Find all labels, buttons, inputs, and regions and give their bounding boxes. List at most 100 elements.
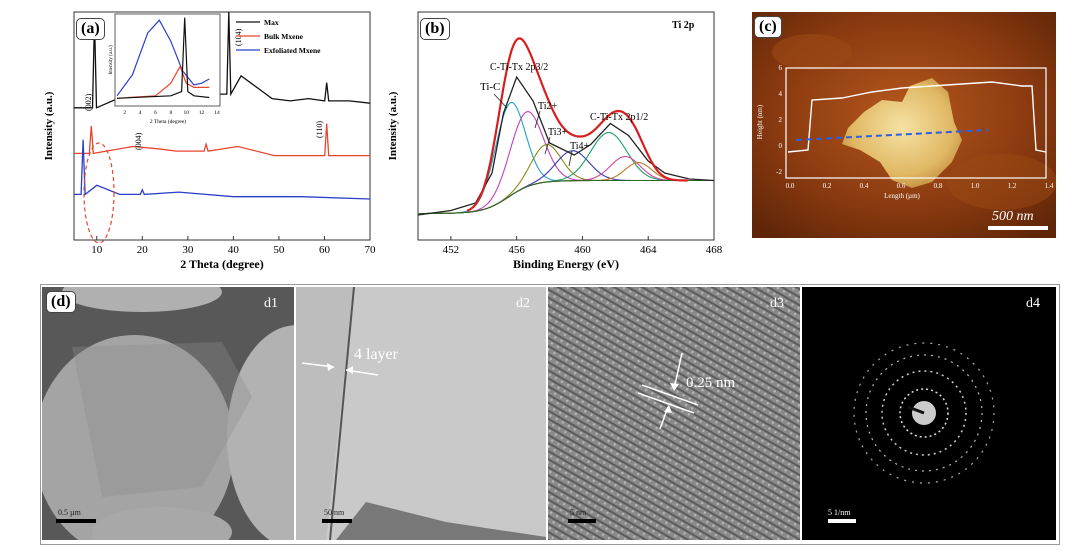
peak-label-002: (002) [84,93,93,111]
inset-ylabel: Intensity (a.u.) [109,45,114,75]
highlight-ellipse [83,142,115,244]
tem-d3-arrowhead-top [670,383,679,391]
afm-terrace [772,34,852,70]
xps-ylabel: Intensity (a.u.) [387,91,399,160]
afm-image: 0.0 0.2 0.4 0.6 0.8 1.0 1.2 1.4 6 4 2 0 -2 Length (µ… [752,12,1057,238]
afm-xtick-label: 0.6 [897,182,906,190]
xrd-xtick-label: 40 [228,244,240,256]
tem-d3-arrow-top [673,352,683,390]
inset-series-max [116,17,210,99]
afm-ytick-label: 4 [779,90,783,98]
xrd-series-bulk [74,123,370,157]
afm-ytick-label: 2 [779,116,783,124]
xrd-inset-frame [114,13,221,107]
inset-xtick-label: 8 [169,110,172,116]
tem-d2-arrowhead-right [346,366,353,374]
tem-image-d2: 4 layer 50 nm d2 [296,287,546,540]
xps-background [418,179,714,215]
xrd-series-exfoliated [74,139,371,200]
xps-arrow-ti3 [544,136,551,155]
afm-ytick-label: 6 [779,64,783,72]
peak-label-004: (004) [134,132,143,150]
afm-xtick-label: 0.8 [934,182,943,190]
legend-exfoliated: Exfoliated Mxene [264,46,321,55]
tem-d4-scale-bar [828,519,856,523]
tem-d4-ring-3 [865,354,983,472]
afm-ylabel: Height (nm) [756,104,764,139]
xrd-xtick-label: 60 [319,244,331,256]
peak-label-110: (110) [315,121,324,138]
tem-d2-arrowhead-left [327,363,334,371]
panel-c-afm: 0.0 0.2 0.4 0.6 0.8 1.0 1.2 1.4 6 4 2 0 -2 Length (µ… [752,12,1057,238]
tem-d2-layer-edge [329,287,355,540]
afm-xlabel: Length (µm) [884,192,920,200]
xrd-xlabel: 2 Theta (degree) [180,257,264,271]
tem-d3-fringe-line-1 [641,384,699,406]
panel-c-tag: (c) [754,16,782,38]
afm-flake [842,78,962,188]
inset-xtick-label: 14 [214,110,220,116]
inset-xtick-label: 2 [123,110,126,116]
tem-d1-hole-left [42,335,234,540]
xps-plot-frame [417,11,715,241]
afm-profile-frame [785,67,1047,179]
xps-label-ti3: Ti3+ [548,127,568,138]
afm-xtick-label: 0.0 [786,182,795,190]
xps-label-ti2: Ti2+ [538,101,558,112]
tem-d2-scale-bar [322,519,352,523]
xrd-xtick-label: 70 [365,244,377,256]
tem-d1-hole-top [62,287,222,312]
xps-fit-envelope [466,37,688,212]
xps-xtick-label: 468 [706,244,723,256]
tem-d4-beam-stop [907,405,925,415]
inset-xtick-label: 4 [139,110,142,116]
tem-tile-d3: 0.25 nm 5 nm d3 [548,287,800,540]
tem-d1-label: d1 [264,296,278,311]
xps-label-tic: Ti-C [480,81,500,93]
afm-scan-line [795,129,989,141]
xps-chart: 452 456 460 464 468 Ti-C C-Ti-Tx 2p3/2 Ti2+ … [387,11,723,271]
tem-d4-label: d4 [1026,296,1040,311]
tem-d2-edge-region [296,287,354,540]
panel-b-tag: (b) [420,18,450,40]
xps-label-2p32: C-Ti-Tx 2p3/2 [490,62,548,73]
panel-d-tag: (d) [46,291,76,313]
tem-d1-flake [72,342,252,497]
tem-d1-hole-right [227,325,294,540]
tem-d3-fringe-line-2 [637,392,695,414]
xps-xtick-label: 460 [574,244,591,256]
peak-label-104: (104) [234,28,243,46]
afm-terrace [947,154,1057,210]
tem-d3-lattice [548,287,800,540]
afm-xtick-label: 1.0 [971,182,980,190]
tem-d2-annotation: 4 layer [354,346,399,363]
tem-d2-scale-label: 50 nm [324,508,345,517]
tem-d4-scale-label: 5 1/nm [828,508,851,517]
xrd-series-max [74,11,371,109]
panel-a-xrd: 10 20 30 40 50 60 70 (002) (004) (104) (110) 2… [38,8,378,276]
legend-bulk: Bulk Mxene [264,32,304,41]
xrd-xtick-label: 50 [273,244,285,256]
inset-xlabel: 2 Theta (degree) [150,118,186,125]
xrd-xtick-label: 30 [182,244,194,256]
tem-d2-fold [336,502,546,540]
tem-image-d1: 0.5 µm d1 [42,287,294,540]
afm-xtick-label: 1.2 [1008,182,1017,190]
inset-xtick-label: 12 [199,110,205,116]
panel-b-xps: 452 456 460 464 468 Ti-C C-Ti-Tx 2p3/2 Ti2+ … [382,8,727,276]
afm-ytick-label: -2 [776,168,782,176]
xps-xlabel: Binding Energy (eV) [513,257,619,271]
tem-d3-scale-bar [568,519,596,523]
xrd-xtick-label: 20 [137,244,149,256]
tem-d2-label: d2 [516,296,530,311]
tem-tile-d4: 5 1/nm d4 [802,287,1056,540]
inset-series-exfoliated [116,19,210,97]
afm-xtick-label: 0.2 [823,182,832,190]
inset-xtick-label: 10 [183,110,189,116]
xps-xtick-label: 456 [508,244,525,256]
tem-d1-hole-bottom [92,507,232,540]
inset-series-bulk [116,64,210,99]
afm-height-profile [787,81,1047,153]
xps-title: Ti 2p [672,20,695,31]
xrd-xtick-label: 10 [91,244,103,256]
